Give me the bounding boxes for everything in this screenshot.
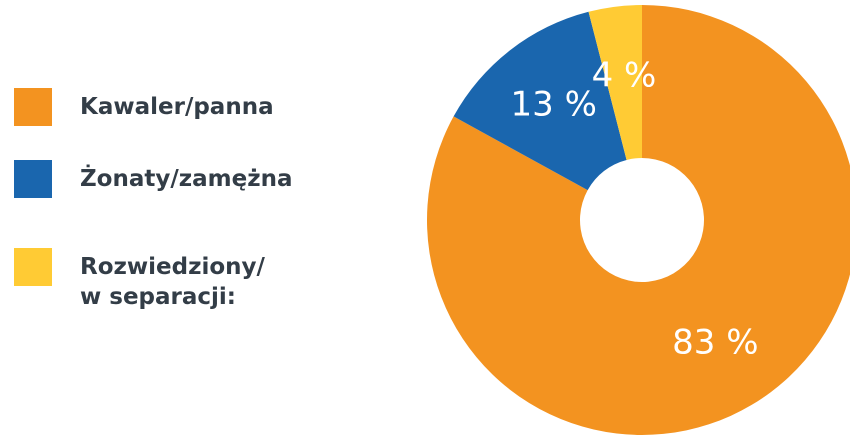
legend-label: Rozwiedziony/ w separacji: xyxy=(80,254,265,310)
legend-swatch xyxy=(14,160,52,198)
legend-label: Żonaty/zamężna xyxy=(80,166,293,192)
data-label: 83 % xyxy=(672,322,758,362)
donut-slice xyxy=(453,11,627,191)
donut-slice xyxy=(588,5,642,160)
legend: Kawaler/panna Żonaty/zamężna Rozwiedziony/… xyxy=(0,0,420,436)
legend-swatch xyxy=(14,248,52,286)
data-label: 13 % xyxy=(511,85,597,125)
legend-item: Rozwiedziony/ w separacji: xyxy=(14,248,265,312)
donut-slice xyxy=(427,5,850,435)
legend-label: Kawaler/panna xyxy=(80,94,274,120)
legend-swatch xyxy=(14,88,52,126)
legend-item: Żonaty/zamężna xyxy=(14,160,293,198)
legend-item: Kawaler/panna xyxy=(14,88,274,126)
data-label: 4 % xyxy=(592,56,657,96)
